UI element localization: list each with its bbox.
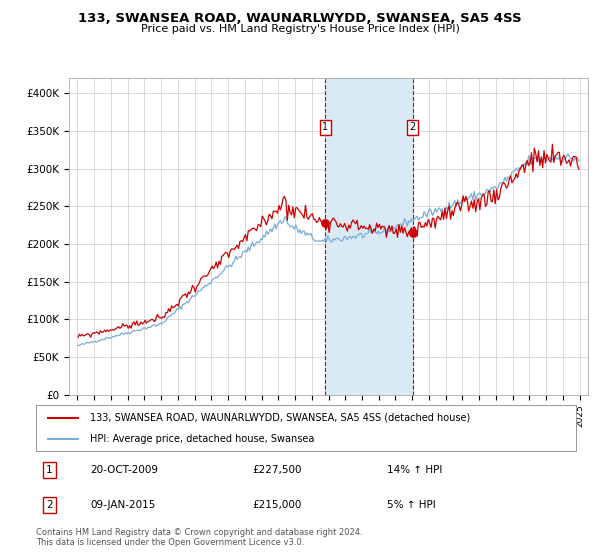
- Text: 1: 1: [46, 465, 53, 475]
- Bar: [325, 78, 413, 395]
- Text: 2: 2: [410, 123, 416, 132]
- Text: 133, SWANSEA ROAD, WAUNARLWYDD, SWANSEA, SA5 4SS: 133, SWANSEA ROAD, WAUNARLWYDD, SWANSEA,…: [78, 12, 522, 25]
- Text: 133, SWANSEA ROAD, WAUNARLWYDD, SWANSEA, SA5 4SS (detached house): 133, SWANSEA ROAD, WAUNARLWYDD, SWANSEA,…: [90, 413, 470, 423]
- Text: Price paid vs. HM Land Registry's House Price Index (HPI): Price paid vs. HM Land Registry's House …: [140, 24, 460, 34]
- Text: 14% ↑ HPI: 14% ↑ HPI: [387, 465, 442, 475]
- Point: [408, 228, 418, 237]
- Text: 09-JAN-2015: 09-JAN-2015: [90, 500, 155, 510]
- Text: £215,000: £215,000: [252, 500, 301, 510]
- Text: £227,500: £227,500: [252, 465, 302, 475]
- Text: Contains HM Land Registry data © Crown copyright and database right 2024.
This d: Contains HM Land Registry data © Crown c…: [36, 528, 362, 547]
- Text: 1: 1: [322, 123, 328, 132]
- Text: 20-OCT-2009: 20-OCT-2009: [90, 465, 158, 475]
- Text: 2: 2: [46, 500, 53, 510]
- Text: 5% ↑ HPI: 5% ↑ HPI: [387, 500, 436, 510]
- Text: HPI: Average price, detached house, Swansea: HPI: Average price, detached house, Swan…: [90, 434, 314, 444]
- Point: [320, 219, 330, 228]
